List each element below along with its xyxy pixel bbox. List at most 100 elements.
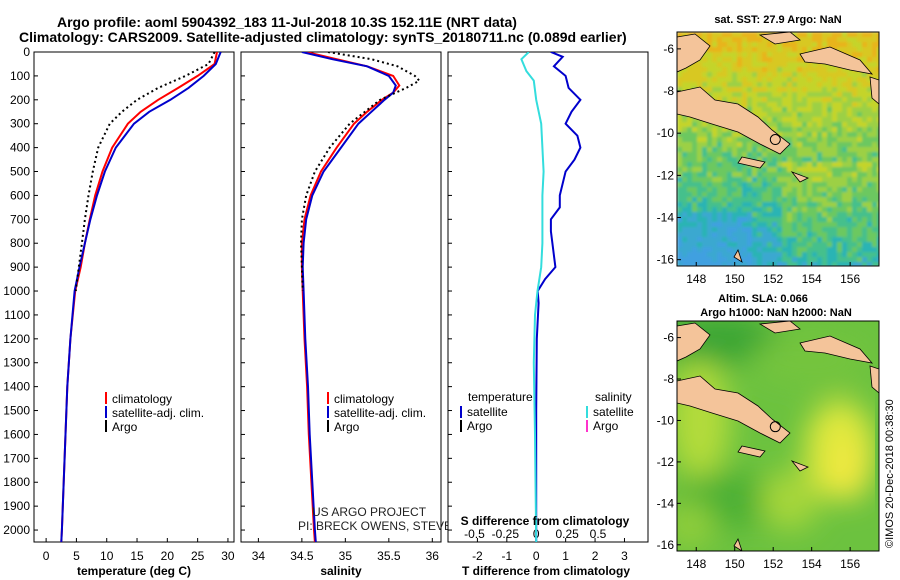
lon-tick-label: 154	[802, 557, 822, 571]
temperature-series	[60, 52, 222, 542]
lon-tick-label: 152	[763, 557, 783, 571]
sst-argo-marker	[769, 134, 781, 146]
difference-plot-area	[447, 51, 649, 543]
series-satellite-adj-clim-	[60, 52, 222, 542]
depth-tick-label: 1600	[3, 427, 30, 441]
salinity-panel: 34 34.5 35 35.5 36 salinity climatology sate…	[240, 51, 578, 578]
depth-tick-label: 1300	[3, 356, 30, 370]
sla-map-axes: 148 150 152 154 156 -6 -8 -10 -12 -14 -16	[657, 331, 861, 571]
lon-tick-label: 148	[686, 557, 706, 571]
series-satellite-adj-clim-	[301, 52, 397, 542]
lon-tick-label: 156	[840, 557, 860, 571]
x-tick-label: 35	[339, 549, 353, 563]
land-mass	[733, 249, 743, 263]
depth-tick-label: 2000	[3, 523, 30, 537]
lon-tick-label: 150	[725, 272, 745, 286]
temperature-panel: 0100200300400500600700800900100011001200…	[3, 45, 235, 578]
difference-series	[520, 52, 582, 542]
x-tick-label: 30	[221, 549, 235, 563]
depth-tick-label: 1100	[4, 308, 30, 322]
salinity-y-ticks	[241, 51, 245, 531]
legend-climatology-label: climatology	[334, 392, 394, 406]
sst-map: sat. SST: 27.9 Argo: NaN 148 150 152 154 156…	[657, 14, 880, 286]
lon-tick-label: 150	[725, 557, 745, 571]
salinity-xlabel: salinity	[320, 564, 362, 578]
depth-tick-label: 1200	[3, 332, 30, 346]
x2-tick-label: -0.25	[492, 527, 520, 541]
land-mass	[799, 46, 874, 75]
sla-map-subtitle: Argo h1000: NaN h2000: NaN	[700, 307, 852, 319]
depth-tick-label: 900	[10, 260, 30, 274]
difference-y-ticks	[448, 51, 452, 531]
depth-tick-label: 1000	[3, 284, 30, 298]
x-tick-label: 34	[252, 549, 266, 563]
depth-tick-label: 800	[10, 236, 30, 250]
depth-tick-label: 400	[10, 141, 30, 155]
series-salinity-satellite	[520, 52, 545, 542]
depth-tick-label: 1900	[3, 499, 30, 513]
land-mass	[790, 460, 809, 472]
salinity-legend: climatology satellite-adj. clim. Argo	[327, 392, 426, 434]
depth-tick-label: 300	[10, 117, 30, 131]
lat-tick-label: -16	[657, 253, 675, 267]
legend-sal-satellite-label: satellite	[593, 405, 634, 419]
sla-map-frame	[676, 320, 880, 552]
sst-map-title: sat. SST: 27.9 Argo: NaN	[714, 14, 841, 26]
lat-tick-label: -8	[663, 372, 674, 386]
sla-argo-marker	[769, 421, 781, 433]
depth-axis: 0 100 200 300 400 500 600 700 800 900 1000 1100 1200…	[3, 45, 38, 537]
difference-x2label: S difference from climatology	[461, 514, 630, 528]
legend-satellite-label: satellite-adj. clim.	[112, 406, 204, 420]
x-tick-label: 25	[191, 549, 205, 563]
lon-tick-label: 148	[686, 272, 706, 286]
x-tick-label: 15	[130, 549, 144, 563]
land-mass	[677, 86, 791, 155]
sst-map-frame	[676, 31, 880, 267]
salinity-plot-area	[240, 51, 442, 543]
depth-tick-label: 1400	[3, 380, 30, 394]
depth-tick-label: 1800	[3, 475, 30, 489]
land-mass	[799, 335, 874, 364]
x-tick-label: 5	[73, 549, 80, 563]
lat-tick-label: -8	[663, 84, 674, 98]
land-mass	[677, 33, 711, 73]
land-mass	[869, 76, 879, 105]
x2-tick-label: 0.5	[590, 527, 607, 541]
depth-tick-label: 1700	[3, 451, 30, 465]
lon-tick-label: 156	[840, 272, 860, 286]
land-mass	[737, 156, 766, 169]
figure-title-line2: Climatology: CARS2009. Satellite-adjuste…	[19, 29, 627, 45]
salinity-x-axis: 34 34.5 35 35.5 36	[252, 538, 439, 563]
depth-tick-label: 700	[10, 212, 30, 226]
legend-climatology-label: climatology	[112, 392, 172, 406]
land-mass	[737, 445, 766, 458]
land-mass	[677, 322, 711, 362]
difference-legend: temperature salinity satellite Argo sate…	[460, 390, 634, 433]
x-tick-label: 0	[533, 549, 540, 563]
x-tick-label: 34.5	[290, 549, 314, 563]
land-mass	[733, 538, 743, 551]
temperature-plot-area	[33, 51, 235, 543]
difference-xlabel: T difference from climatology	[462, 564, 630, 578]
x-tick-label: 0	[43, 549, 50, 563]
land-mass	[869, 365, 879, 394]
figure-title-line1: Argo profile: aoml 5904392_183 11-Jul-20…	[57, 14, 517, 30]
temperature-xlabel: temperature (deg C)	[77, 564, 191, 578]
lat-tick-label: -16	[657, 538, 675, 552]
legend-satellite-label: satellite-adj. clim.	[334, 406, 426, 420]
depth-tick-label: 500	[10, 165, 30, 179]
difference-panel: -2 -1 0 1 2 3-0.5 -0.25 0 0.25 0.5 T difference f…	[447, 51, 649, 578]
depth-tick-label: 0	[23, 45, 30, 59]
legend-salinity-title: salinity	[595, 390, 632, 404]
lat-tick-label: -10	[657, 126, 675, 140]
x-tick-label: 35.5	[377, 549, 401, 563]
legend-temperature-title: temperature	[468, 390, 533, 404]
x-tick-label: 20	[161, 549, 175, 563]
lat-tick-label: -14	[657, 211, 675, 225]
land-mass	[790, 171, 809, 183]
temperature-x-axis: 0 5 10 15 20 25 30	[43, 538, 235, 563]
x-tick-label: 2	[592, 549, 599, 563]
depth-tick-label: 100	[10, 69, 30, 83]
depth-tick-label: 1500	[3, 404, 30, 418]
